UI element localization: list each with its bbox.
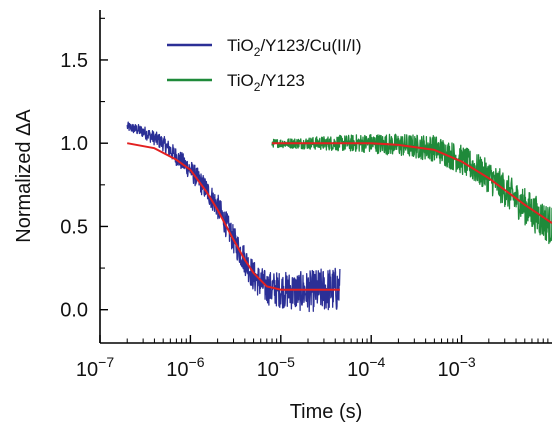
y-tick-label: 1.5	[60, 50, 88, 72]
legend: TiO2/Y123/Cu(II/I) TiO2/Y123	[167, 36, 362, 94]
fit-curve-2	[127, 142, 340, 291]
y-tick-label: 1.0	[60, 133, 88, 155]
legend-label: TiO2/Y123/Cu(II/I)	[227, 36, 362, 59]
x-tick-label: 10−7	[76, 354, 114, 381]
x-tick-label: 10−4	[347, 354, 385, 381]
axes: 0.0 0.5 1.0 1.5 10−7 10−6 10−5 10−4 10−3	[60, 10, 552, 381]
y-tick-label: 0.0	[60, 300, 88, 322]
y-tick-label: 0.5	[60, 216, 88, 238]
x-tick-label: 10−5	[257, 354, 295, 381]
data-series-1	[271, 133, 552, 245]
y-axis-title: Normalized ΔA	[13, 109, 35, 243]
x-tick-label: 10−6	[166, 354, 204, 381]
legend-label: TiO2/Y123	[227, 71, 305, 94]
fit-curve-3	[272, 142, 552, 224]
plot-series	[126, 121, 552, 313]
x-tick-label: 10−3	[437, 354, 475, 381]
x-axis-title: Time (s)	[290, 401, 363, 423]
